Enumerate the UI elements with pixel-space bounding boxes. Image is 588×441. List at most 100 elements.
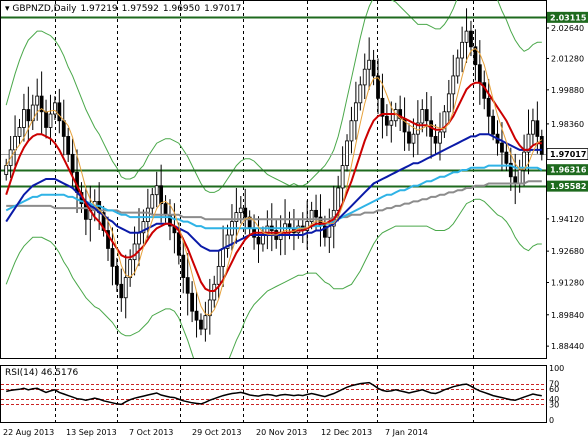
date-tick-label: 20 Nov 2013 <box>256 428 307 437</box>
candle <box>411 118 416 158</box>
candle <box>154 171 159 208</box>
candle <box>407 123 411 151</box>
candle <box>451 54 456 113</box>
rsi-panel <box>0 365 547 423</box>
candle <box>531 108 535 146</box>
candle <box>234 187 239 244</box>
candle <box>39 71 44 134</box>
candle <box>424 92 429 137</box>
candle <box>53 96 57 121</box>
candle <box>384 104 389 137</box>
current-price-badge-bg <box>546 148 588 160</box>
candle <box>367 37 372 90</box>
candle <box>446 79 451 125</box>
date-tick-label: 29 Oct 2013 <box>192 428 241 437</box>
header-low: 1.96950 <box>163 4 200 14</box>
price-tick-label: 2.02640 <box>551 24 584 33</box>
level-badge-2: 1.95582 <box>550 182 586 191</box>
price-tick-label: 1.91280 <box>551 279 584 288</box>
candlesticks <box>4 8 544 342</box>
price-tick-label: 1.88440 <box>551 342 584 351</box>
candle <box>159 164 164 223</box>
ma-red <box>5 81 542 292</box>
moving-averages <box>5 47 543 316</box>
candle <box>114 257 119 292</box>
price-badges: 2.03115 1.96316 1.95582 1.97017 <box>546 11 588 192</box>
candle <box>225 224 230 258</box>
price-tick-label: 1.99880 <box>551 86 584 95</box>
candle <box>376 58 380 115</box>
candle <box>48 94 53 145</box>
candle <box>358 76 363 111</box>
candle <box>256 216 261 263</box>
candle <box>22 93 26 142</box>
main-price-panel <box>0 0 547 359</box>
header-high: 1.97592 <box>122 4 159 14</box>
header-arrow: ▾ <box>5 4 12 14</box>
rsi-tick-label: 60 <box>549 385 559 394</box>
candle <box>389 101 394 143</box>
candle <box>323 215 327 247</box>
candle <box>535 101 540 154</box>
candle <box>35 78 40 121</box>
ma-orange <box>5 47 543 316</box>
price-tick-label: 1.98360 <box>551 120 584 129</box>
candle <box>145 188 150 239</box>
rsi-tick-label: 30 <box>549 400 559 409</box>
candle <box>106 216 110 261</box>
candle <box>442 105 447 138</box>
rsi-line <box>6 381 542 406</box>
candle <box>17 118 22 145</box>
price-tick-label: 1.92680 <box>551 247 584 256</box>
current-price-badge: 1.97017 <box>550 150 586 159</box>
candle <box>119 268 124 312</box>
candle <box>123 254 128 319</box>
candle <box>345 134 349 172</box>
candle <box>190 281 195 323</box>
date-tick-label: 7 Jan 2014 <box>385 428 428 437</box>
level-badge-0-bg <box>547 11 588 23</box>
bollinger-bands <box>5 0 542 358</box>
candle <box>460 26 465 73</box>
date-axis: 22 Aug 2013 13 Sep 2013 7 Oct 2013 29 Oct 2… <box>3 428 428 437</box>
level-badge-1: 1.96316 <box>550 166 587 175</box>
candle <box>132 226 137 276</box>
ma-gray <box>6 180 542 221</box>
candle <box>349 106 354 154</box>
candle <box>469 20 473 57</box>
candle <box>203 301 208 342</box>
rsi-tick-label: 0 <box>549 416 554 425</box>
candle <box>340 146 345 206</box>
price-tick-label: 2.01280 <box>551 54 584 63</box>
candle <box>199 313 203 336</box>
header-symbol: GBPNZD,Daily <box>12 4 77 14</box>
candle <box>110 227 115 286</box>
date-tick-label: 7 Oct 2013 <box>129 428 173 437</box>
chart-header: ▾ GBPNZD,Daily 1.97219 1.97592 1.96950 1.970… <box>5 4 241 14</box>
bollinger-lower <box>5 198 542 358</box>
candle <box>66 127 71 163</box>
horizontal-levels <box>1 16 546 188</box>
candle <box>26 86 31 142</box>
rsi-tick-label: 100 <box>549 364 564 373</box>
header-close: 1.97017 <box>204 4 241 14</box>
bollinger-upper <box>5 0 542 193</box>
price-tick-label: 1.94120 <box>551 215 584 224</box>
candle <box>464 8 469 63</box>
rsi-label: RSI(14) 46.5176 <box>5 368 78 378</box>
candle <box>141 209 146 244</box>
candle <box>362 53 367 100</box>
level-badge-2-bg <box>547 180 588 192</box>
candle <box>57 88 62 134</box>
candle <box>185 252 190 316</box>
header-open: 1.97219 <box>80 4 117 14</box>
candle <box>150 187 155 215</box>
candle <box>539 129 544 161</box>
candle <box>353 81 358 140</box>
rsi-series <box>6 381 542 406</box>
rsi-tick-label: 70 <box>549 380 559 389</box>
candle <box>216 250 221 299</box>
candle <box>522 134 526 186</box>
